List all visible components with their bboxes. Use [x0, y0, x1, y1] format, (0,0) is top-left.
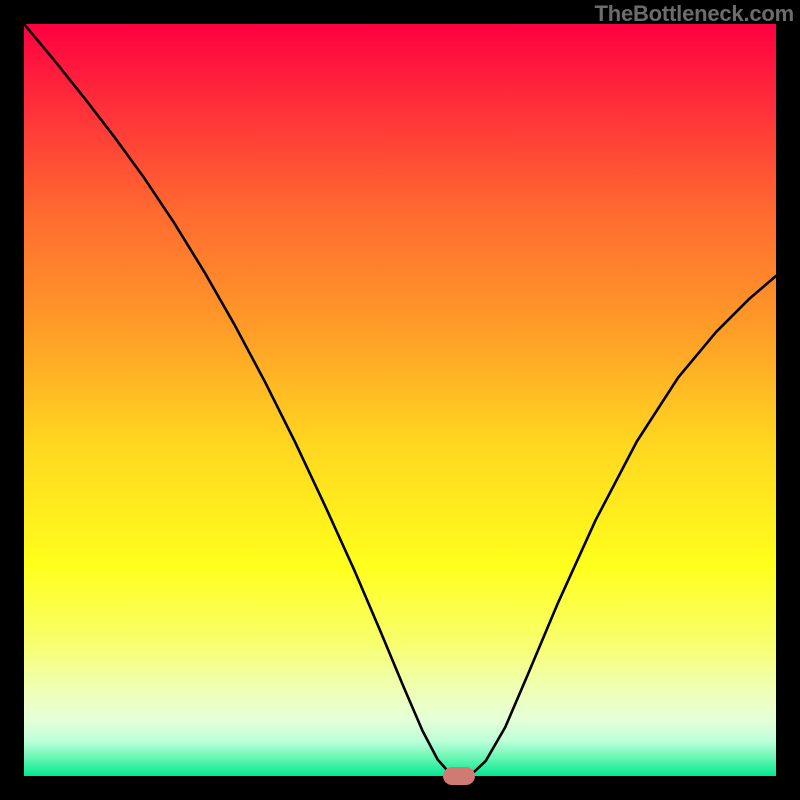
plot-svg [24, 24, 776, 776]
bottleneck-chart [24, 24, 776, 776]
optimal-marker [443, 767, 475, 785]
attribution-label: TheBottleneck.com [594, 1, 794, 27]
